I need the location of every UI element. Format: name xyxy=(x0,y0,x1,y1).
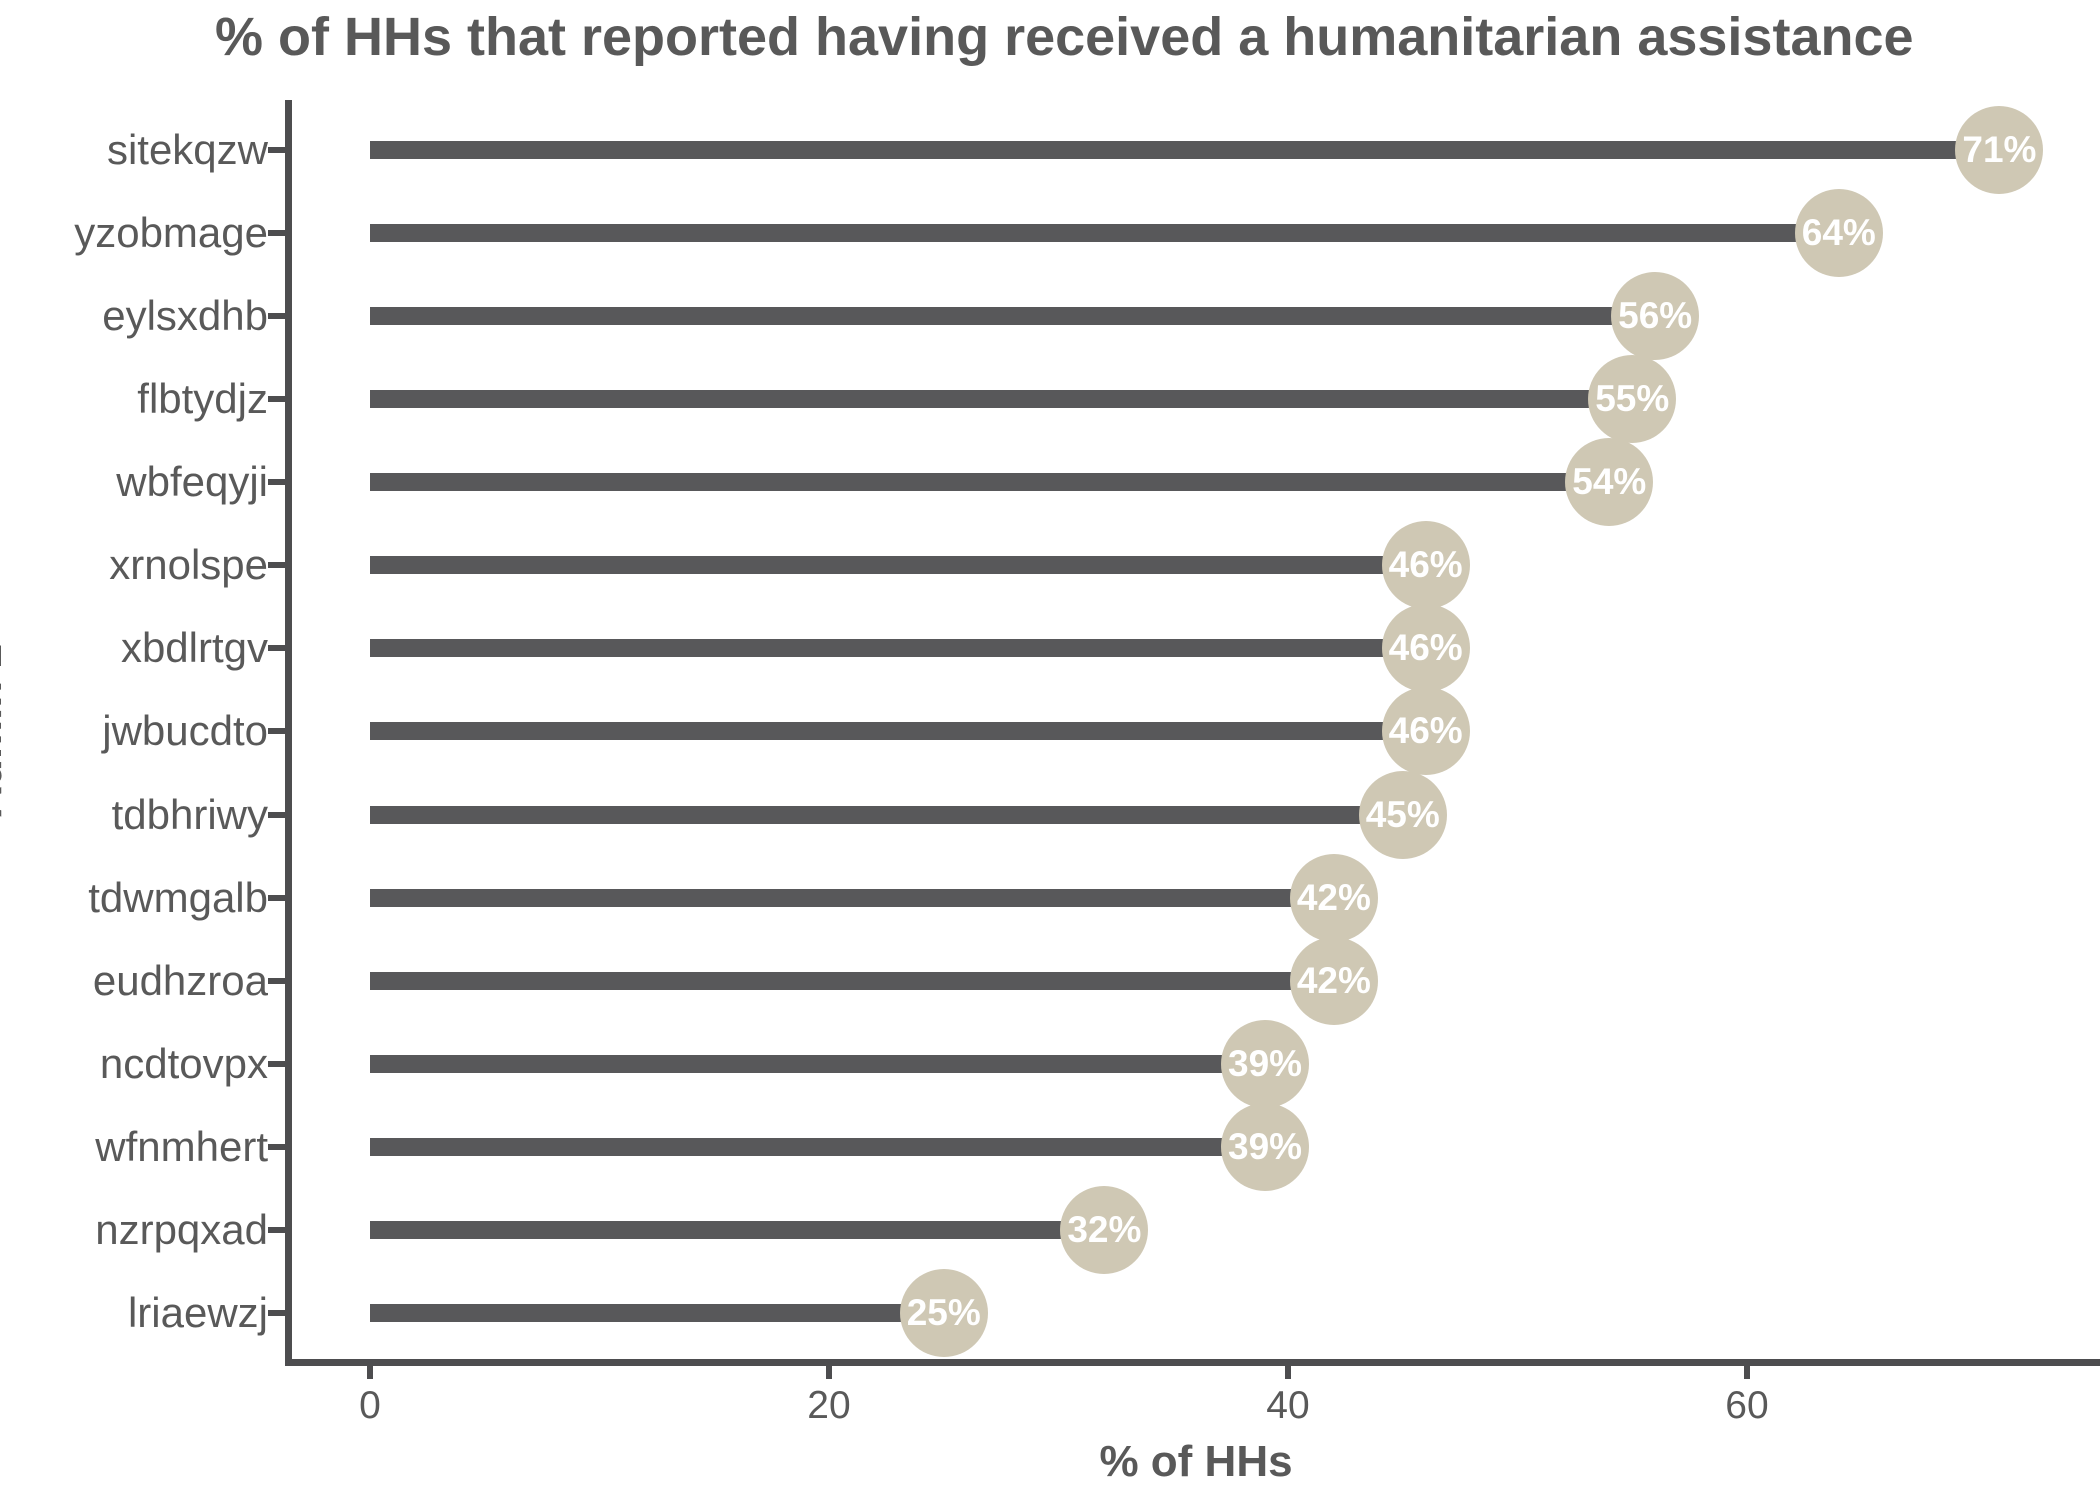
bar xyxy=(370,473,1610,492)
bar xyxy=(370,556,1426,575)
y-axis-category-label: wbfeqyji xyxy=(116,458,268,506)
y-axis-category-label: lriaewzj xyxy=(127,1288,268,1336)
x-axis-tick xyxy=(367,1366,373,1379)
y-axis-tick xyxy=(268,811,286,818)
bar xyxy=(370,805,1403,824)
value-point: 46% xyxy=(1381,687,1470,776)
value-label: 54% xyxy=(1572,461,1647,503)
value-label: 55% xyxy=(1595,378,1670,420)
bar xyxy=(370,639,1426,658)
x-axis-tick xyxy=(1285,1366,1291,1379)
value-label: 42% xyxy=(1296,959,1371,1001)
y-axis-category-label: eudhzroa xyxy=(92,956,268,1004)
value-point: 56% xyxy=(1611,272,1700,361)
value-point: 46% xyxy=(1381,521,1470,610)
y-axis-category-label: flbtydjz xyxy=(137,375,268,423)
y-axis-category-label: tdwmgalb xyxy=(88,873,268,921)
y-axis-category-label: ncdtovpx xyxy=(99,1039,268,1087)
value-label: 46% xyxy=(1388,627,1463,669)
value-point: 25% xyxy=(899,1268,988,1357)
bar xyxy=(370,1137,1266,1156)
x-axis-tick xyxy=(1744,1366,1750,1379)
value-point: 39% xyxy=(1221,1019,1310,1108)
value-point: 46% xyxy=(1381,604,1470,693)
x-axis-tick-label: 60 xyxy=(1725,1384,1769,1427)
y-axis-category-label: xbdlrtgv xyxy=(120,624,268,672)
y-axis-tick xyxy=(268,479,286,486)
value-point: 71% xyxy=(1955,106,2044,194)
y-axis-category-label: yzobmage xyxy=(74,209,268,257)
y-axis-tick xyxy=(268,1143,286,1150)
y-axis-tick xyxy=(268,1226,286,1233)
bar xyxy=(370,888,1334,907)
y-axis-tick xyxy=(268,562,286,569)
y-axis-tick xyxy=(268,313,286,320)
bar xyxy=(370,1220,1105,1239)
bar xyxy=(370,722,1426,741)
value-point: 45% xyxy=(1358,770,1447,859)
y-axis-category-label: wfnmhert xyxy=(95,1122,268,1170)
y-axis-tick xyxy=(268,977,286,984)
value-label: 64% xyxy=(1801,212,1876,254)
x-axis-tick-label: 0 xyxy=(359,1384,381,1427)
y-axis-category-label: tdbhriwy xyxy=(111,790,268,838)
value-label: 56% xyxy=(1618,295,1693,337)
value-point: 42% xyxy=(1289,853,1378,942)
value-point: 32% xyxy=(1060,1185,1149,1274)
y-axis-tick xyxy=(268,230,286,237)
bar xyxy=(370,224,1839,243)
value-point: 39% xyxy=(1221,1102,1310,1191)
y-axis-category-label: sitekqzw xyxy=(106,126,268,173)
y-axis-line xyxy=(285,100,292,1366)
y-axis-category-label: xrnolspe xyxy=(109,541,268,589)
y-axis-tick xyxy=(268,894,286,901)
bar xyxy=(370,1303,944,1322)
bar xyxy=(370,141,2000,159)
value-point: 54% xyxy=(1565,438,1654,527)
y-axis-category-label: jwbucdto xyxy=(102,707,268,755)
value-label: 45% xyxy=(1365,793,1440,835)
bar xyxy=(370,307,1656,326)
chart-title: % of HHs that reported having received a… xyxy=(215,7,1914,67)
value-label: 39% xyxy=(1228,1125,1303,1167)
value-label: 42% xyxy=(1296,876,1371,918)
y-axis-category-label: eylsxdhb xyxy=(102,292,268,340)
bar xyxy=(370,971,1334,990)
y-axis-tick xyxy=(268,645,286,652)
value-point: 64% xyxy=(1794,189,1883,278)
value-label: 25% xyxy=(906,1291,981,1333)
bar xyxy=(370,1054,1266,1073)
value-label: 46% xyxy=(1388,544,1463,586)
y-axis-tick xyxy=(268,396,286,403)
value-label: 46% xyxy=(1388,710,1463,752)
y-axis-tick xyxy=(268,1060,286,1067)
x-axis-tick-label: 20 xyxy=(807,1384,851,1427)
value-point: 55% xyxy=(1588,355,1677,444)
y-axis-category-label: nzrpqxad xyxy=(95,1205,268,1253)
x-axis-line xyxy=(285,1359,2100,1366)
y-axis-tick xyxy=(268,1309,286,1316)
y-axis-tick xyxy=(268,147,286,153)
value-label: 71% xyxy=(1962,129,2037,170)
value-label: 32% xyxy=(1067,1208,1142,1250)
y-axis-tick xyxy=(268,728,286,735)
x-axis-title: % of HHs xyxy=(1099,1437,1293,1486)
bar xyxy=(370,390,1633,409)
value-label: 39% xyxy=(1228,1042,1303,1084)
value-point: 42% xyxy=(1289,936,1378,1025)
x-axis-tick xyxy=(826,1366,832,1379)
x-axis-tick-label: 40 xyxy=(1266,1384,1310,1427)
